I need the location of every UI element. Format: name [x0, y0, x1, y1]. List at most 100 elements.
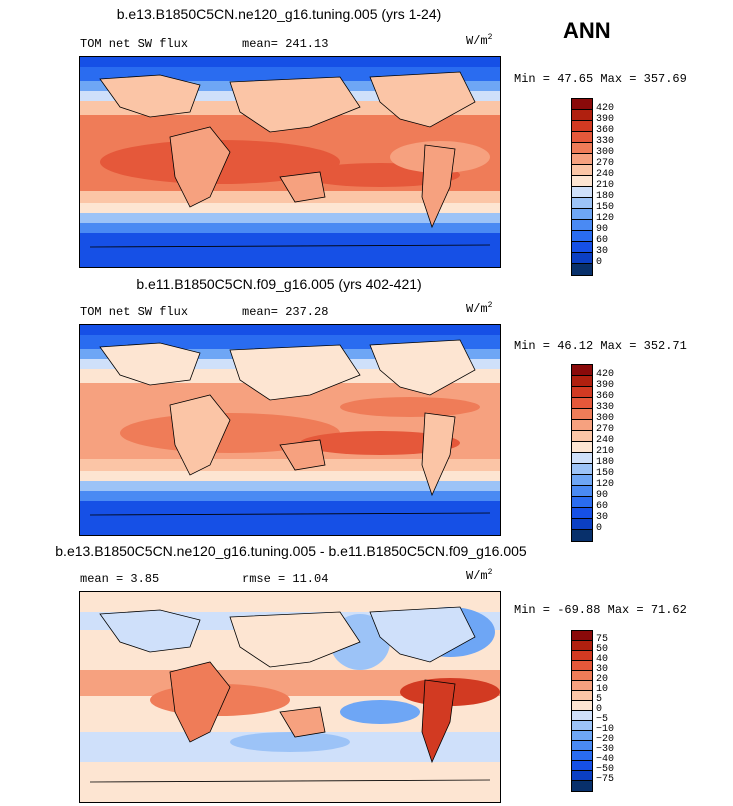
panel1-colorbar-box	[572, 220, 592, 231]
panel2-colorbar-box	[572, 475, 592, 486]
panel1-level-label: 300	[596, 147, 615, 158]
panel2-level-label: 150	[596, 468, 615, 479]
panel1-map	[79, 56, 501, 268]
panel3-level-label: 0	[596, 704, 603, 715]
panel1-level-label: 150	[596, 202, 615, 213]
panel1-colorbar-box	[572, 99, 592, 110]
panel3-colorbar-box	[572, 681, 592, 691]
panel1-colorbar-box	[572, 187, 592, 198]
panel1-mean: mean= 241.13	[242, 37, 329, 51]
panel1-level-label: 330	[596, 136, 615, 147]
panel3-level-label: −20	[596, 734, 615, 745]
panel3-level-label: −10	[596, 724, 615, 735]
panel2-colorbar-box	[572, 453, 592, 464]
panel3-colorbar-box	[572, 701, 592, 711]
panel2-colorbar-box	[572, 420, 592, 431]
panel1-colorbar-box	[572, 253, 592, 264]
panel1-variable: TOM net SW flux	[80, 37, 189, 51]
panel3-colorbar-box	[572, 691, 592, 701]
panel3-colorbar	[571, 630, 593, 792]
panel2-colorbar-box	[572, 409, 592, 420]
panel2-minmax: Min = 46.12 Max = 352.71	[514, 339, 687, 353]
panel1-colorbar-box	[572, 121, 592, 132]
panel3-level-label: 10	[596, 684, 609, 695]
panel2-colorbar-box	[572, 365, 592, 376]
panel3-level-label: 40	[596, 654, 609, 665]
panel1-minmax: Min = 47.65 Max = 357.69	[514, 72, 687, 86]
panel3-level-label: 50	[596, 644, 609, 655]
panel1-colorbar	[571, 98, 593, 276]
panel2-colorbar-box	[572, 486, 592, 497]
panel3-colorbar-box	[572, 781, 592, 791]
panel1-level-label: 120	[596, 213, 615, 224]
panel3-rmse: rmse = 11.04	[242, 572, 329, 586]
panel1-level-label: 0	[596, 257, 603, 268]
panel1-title: b.e13.B1850C5CN.ne120_g16.tuning.005 (yr…	[116, 6, 442, 22]
panel3-colorbar-box	[572, 631, 592, 641]
panel3-level-label: −30	[596, 744, 615, 755]
panel1-level-label: 30	[596, 246, 609, 257]
panel2-level-label: 300	[596, 413, 615, 424]
panel1-colorbar-box	[572, 143, 592, 154]
panel3-colorbar-box	[572, 661, 592, 671]
panel3-colorbar-box	[572, 711, 592, 721]
panel1-colorbar-box	[572, 176, 592, 187]
panel2-level-label: 180	[596, 457, 615, 468]
panel1-level-label: 180	[596, 191, 615, 202]
panel1-level-label: 420	[596, 103, 615, 114]
panel1-level-label: 270	[596, 158, 615, 169]
panel2-variable: TOM net SW flux	[80, 305, 189, 319]
panel3-colorbar-box	[572, 751, 592, 761]
panel1-colorbar-box	[572, 110, 592, 121]
panel2-level-label: 360	[596, 391, 615, 402]
panel3-colorbar-box	[572, 771, 592, 781]
panel2-level-label: 240	[596, 435, 615, 446]
panel2-units: W/m2	[466, 301, 493, 316]
season-label: ANN	[563, 18, 611, 43]
panel1-level-label: 360	[596, 125, 615, 136]
panel3-level-label: −40	[596, 754, 615, 765]
panel3-field	[80, 592, 500, 802]
panel2-colorbar-box	[572, 442, 592, 453]
panel2-title: b.e11.B1850C5CN.f09_g16.005 (yrs 402-421…	[136, 276, 422, 292]
panel3-colorbar-box	[572, 741, 592, 751]
panel3-level-label: 5	[596, 694, 603, 705]
panel1-colorbar-box	[572, 132, 592, 143]
panel2-level-label: 270	[596, 424, 615, 435]
panel2-level-label: 90	[596, 490, 609, 501]
panel1-level-label: 90	[596, 224, 609, 235]
panel2-colorbar-box	[572, 387, 592, 398]
panel1-level-label: 390	[596, 114, 615, 125]
panel2-level-label: 390	[596, 380, 615, 391]
panel3-level-label: 30	[596, 664, 609, 675]
panel1-colorbar-box	[572, 264, 592, 275]
panel1-level-label: 60	[596, 235, 609, 246]
panel2-level-label: 120	[596, 479, 615, 490]
panel1-field	[80, 57, 500, 267]
panel3-level-label: −5	[596, 714, 609, 725]
panel2-colorbar-box	[572, 530, 592, 541]
panel2-mean: mean= 237.28	[242, 305, 329, 319]
panel1-colorbar-box	[572, 165, 592, 176]
panel2-map	[79, 324, 501, 536]
panel2-colorbar-box	[572, 398, 592, 409]
panel1-level-label: 240	[596, 169, 615, 180]
panel2-colorbar-box	[572, 376, 592, 387]
panel3-colorbar-box	[572, 671, 592, 681]
panel2-field	[80, 325, 500, 535]
panel3-level-label: −75	[596, 774, 615, 785]
panel1-colorbar-box	[572, 154, 592, 165]
panel3-colorbar-box	[572, 641, 592, 651]
panel2-level-label: 420	[596, 369, 615, 380]
panel2-colorbar-box	[572, 431, 592, 442]
panel3-colorbar-box	[572, 721, 592, 731]
panel2-level-label: 30	[596, 512, 609, 523]
panel2-level-label: 330	[596, 402, 615, 413]
panel1-colorbar-box	[572, 198, 592, 209]
panel3-colorbar-box	[572, 731, 592, 741]
panel2-colorbar-box	[572, 519, 592, 530]
panel3-mean: mean = 3.85	[80, 572, 160, 586]
panel3-colorbar-box	[572, 651, 592, 661]
panel3-title: b.e13.B1850C5CN.ne120_g16.tuning.005 - b…	[55, 543, 527, 559]
panel3-level-label: 20	[596, 674, 609, 685]
